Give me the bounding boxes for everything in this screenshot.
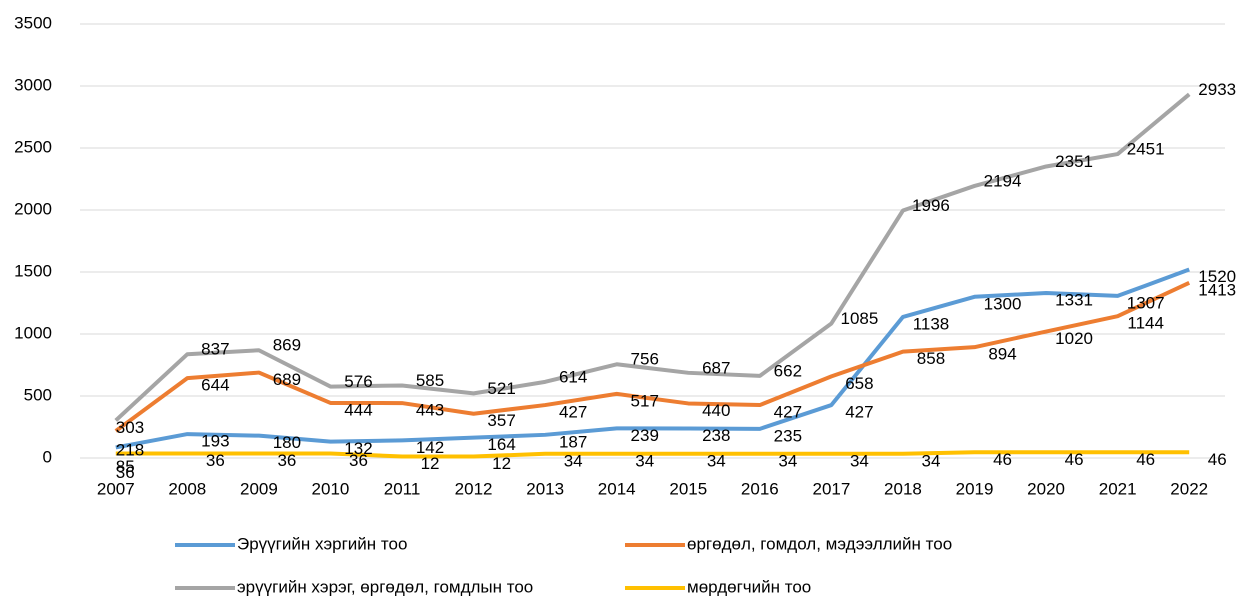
- y-tick-label: 0: [43, 447, 52, 466]
- data-label: 427: [559, 403, 587, 422]
- y-tick-label: 2000: [14, 199, 52, 218]
- data-label: 164: [487, 435, 515, 454]
- data-label: 1020: [1055, 329, 1093, 348]
- x-tick-label: 2016: [741, 479, 779, 498]
- data-label: 689: [273, 370, 301, 389]
- x-tick-label: 2013: [526, 479, 564, 498]
- data-label: 218: [116, 440, 144, 459]
- legend-label: эрүүгийн хэрэг, өргөдөл, гомдлын тоо: [237, 577, 533, 596]
- x-tick-label: 2014: [598, 479, 636, 498]
- x-tick-label: 2020: [1027, 479, 1065, 498]
- data-label: 34: [564, 451, 583, 470]
- data-label: 46: [1065, 450, 1084, 469]
- data-label: 576: [344, 372, 372, 391]
- x-tick-label: 2008: [168, 479, 206, 498]
- data-label: 303: [116, 418, 144, 437]
- data-label: 239: [631, 426, 659, 445]
- data-label: 34: [635, 451, 654, 470]
- data-label: 894: [988, 345, 1016, 364]
- data-label: 1331: [1055, 290, 1093, 309]
- data-label: 36: [277, 451, 296, 470]
- data-label: 34: [922, 451, 941, 470]
- data-label: 36: [116, 463, 135, 482]
- data-label: 644: [201, 376, 229, 395]
- data-label: 1413: [1198, 280, 1236, 299]
- x-tick-label: 2011: [384, 479, 421, 498]
- data-label: 521: [487, 379, 515, 398]
- data-label: 858: [917, 349, 945, 368]
- data-label: 2351: [1055, 152, 1093, 171]
- data-label: 1520: [1198, 267, 1236, 286]
- data-label: 2933: [1198, 80, 1236, 99]
- data-label: 443: [416, 401, 444, 420]
- data-label: 132: [344, 439, 372, 458]
- y-tick-label: 500: [24, 385, 52, 404]
- legend-label: мөрдөгчийн тоо: [687, 577, 811, 596]
- data-label: 1085: [840, 309, 878, 328]
- data-label: 427: [845, 403, 873, 422]
- legend-label: Эрүүгийн хэргийн тоо: [237, 534, 407, 553]
- data-label: 1300: [984, 294, 1022, 313]
- x-tick-label: 2007: [97, 479, 135, 498]
- data-label: 585: [416, 371, 444, 390]
- data-label: 34: [850, 451, 869, 470]
- series-line: [114, 280, 1191, 433]
- data-label: 235: [774, 426, 802, 445]
- data-label: 34: [778, 451, 797, 470]
- x-tick-label: 2009: [240, 479, 278, 498]
- data-label: 837: [201, 340, 229, 359]
- x-tick-label: 2021: [1099, 479, 1137, 498]
- series-line: [114, 92, 1191, 422]
- y-tick-label: 1000: [14, 323, 52, 342]
- x-tick-label: 2010: [312, 479, 350, 498]
- data-label: 85: [116, 457, 135, 476]
- series-line: [115, 450, 1190, 459]
- data-label: 187: [559, 432, 587, 451]
- data-label: 46: [993, 450, 1012, 469]
- data-label: 180: [273, 433, 301, 452]
- data-label: 238: [702, 426, 730, 445]
- data-label: 46: [1208, 450, 1227, 469]
- data-label: 614: [559, 367, 587, 386]
- data-label: 357: [487, 411, 515, 430]
- data-label: 12: [492, 454, 511, 473]
- data-label: 756: [631, 350, 659, 369]
- series-line: [115, 267, 1190, 450]
- data-label: 2451: [1127, 140, 1165, 159]
- data-label: 440: [702, 401, 730, 420]
- data-label: 12: [421, 454, 440, 473]
- x-tick-label: 2017: [812, 479, 850, 498]
- data-label: 517: [631, 391, 659, 410]
- data-label: 1307: [1127, 293, 1165, 312]
- y-tick-label: 2500: [14, 137, 52, 156]
- data-label: 1996: [912, 196, 950, 215]
- data-label: 662: [774, 361, 802, 380]
- x-tick-label: 2015: [669, 479, 707, 498]
- data-label: 36: [349, 451, 368, 470]
- data-label: 2194: [984, 171, 1022, 190]
- data-label: 34: [707, 451, 726, 470]
- data-label: 869: [273, 336, 301, 355]
- y-tick-label: 1500: [14, 261, 52, 280]
- data-label: 444: [344, 400, 372, 419]
- x-tick-label: 2022: [1170, 479, 1208, 498]
- x-tick-label: 2018: [884, 479, 922, 498]
- x-tick-label: 2019: [956, 479, 994, 498]
- legend-label: өргөдөл, гомдол, мэдээллийн тоо: [687, 534, 952, 553]
- data-label: 142: [416, 438, 444, 457]
- data-label: 46: [1136, 450, 1155, 469]
- data-label: 687: [702, 358, 730, 377]
- y-tick-label: 3000: [14, 75, 52, 94]
- data-label: 427: [774, 403, 802, 422]
- data-label: 1144: [1127, 314, 1164, 333]
- data-label: 193: [201, 432, 229, 451]
- data-label: 36: [206, 451, 225, 470]
- data-label: 1138: [913, 314, 950, 333]
- y-tick-label: 3500: [14, 13, 52, 32]
- x-tick-label: 2012: [455, 479, 493, 498]
- data-label: 658: [845, 374, 873, 393]
